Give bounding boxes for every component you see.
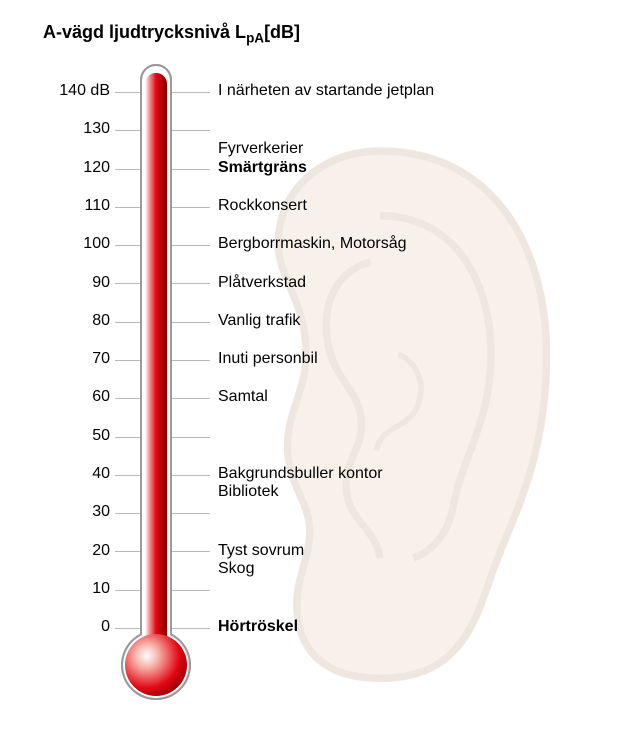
description-line: Rockkonsert — [218, 197, 307, 215]
description-line: Hörtröskel — [218, 618, 298, 636]
chart-title: A-vägd ljudtrycksnivå LpA[dB] — [43, 22, 300, 46]
tick-label: 100 — [44, 235, 110, 253]
description-line: Bibliotek — [218, 483, 383, 501]
sound-level-description: Plåtverkstad — [218, 274, 306, 292]
infographic-canvas: A-vägd ljudtrycksnivå LpA[dB] 140 dB 130 1… — [0, 0, 626, 730]
sound-level-description: Smärtgräns — [218, 159, 307, 177]
title-subscript: pA — [246, 31, 264, 46]
description-line: Plåtverkstad — [218, 274, 306, 292]
tick-label: 90 — [44, 274, 110, 292]
tick-label: 130 — [44, 120, 110, 138]
tick-label: 10 — [44, 580, 110, 598]
tick-label: 70 — [44, 350, 110, 368]
sound-level-description: Rockkonsert — [218, 197, 307, 215]
tick-label: 40 — [44, 465, 110, 483]
description-line: Vanlig trafik — [218, 312, 300, 330]
description-line: Tyst sovrum — [218, 542, 304, 560]
description-line: Bakgrundsbuller kontor — [218, 465, 383, 483]
tick-label: 80 — [44, 312, 110, 330]
sound-level-description: Tyst sovrumSkog — [218, 542, 304, 579]
description-line: Fyrverkerier — [218, 140, 303, 158]
description-line: Smärtgräns — [218, 159, 307, 177]
tick-label: 50 — [44, 427, 110, 445]
description-line: I närheten av startande jetplan — [218, 82, 434, 100]
thermometer-icon — [117, 60, 195, 704]
tick-label: 60 — [44, 388, 110, 406]
sound-level-description: Hörtröskel — [218, 618, 298, 636]
tick-label: 30 — [44, 503, 110, 521]
sound-level-description: Bergborrmaskin, Motorsåg — [218, 235, 407, 253]
sound-level-description: Samtal — [218, 388, 268, 406]
tick-label: 120 — [44, 159, 110, 177]
description-line: Skog — [218, 560, 304, 578]
tick-label: 0 — [44, 618, 110, 636]
tick-label: 110 — [44, 197, 110, 215]
title-prefix: A-vägd ljudtrycksnivå L — [43, 22, 246, 42]
sound-level-description: Vanlig trafik — [218, 312, 300, 330]
tick-label: 140 dB — [44, 82, 110, 100]
title-suffix: [dB] — [264, 22, 300, 42]
sound-level-description: Bakgrundsbuller kontorBibliotek — [218, 465, 383, 502]
description-line: Inuti personbil — [218, 350, 318, 368]
sound-level-description: I närheten av startande jetplan — [218, 82, 434, 100]
description-line: Samtal — [218, 388, 268, 406]
description-line: Bergborrmaskin, Motorsåg — [218, 235, 407, 253]
sound-level-description: Fyrverkerier — [218, 140, 303, 158]
sound-level-description: Inuti personbil — [218, 350, 318, 368]
tick-label: 20 — [44, 542, 110, 560]
